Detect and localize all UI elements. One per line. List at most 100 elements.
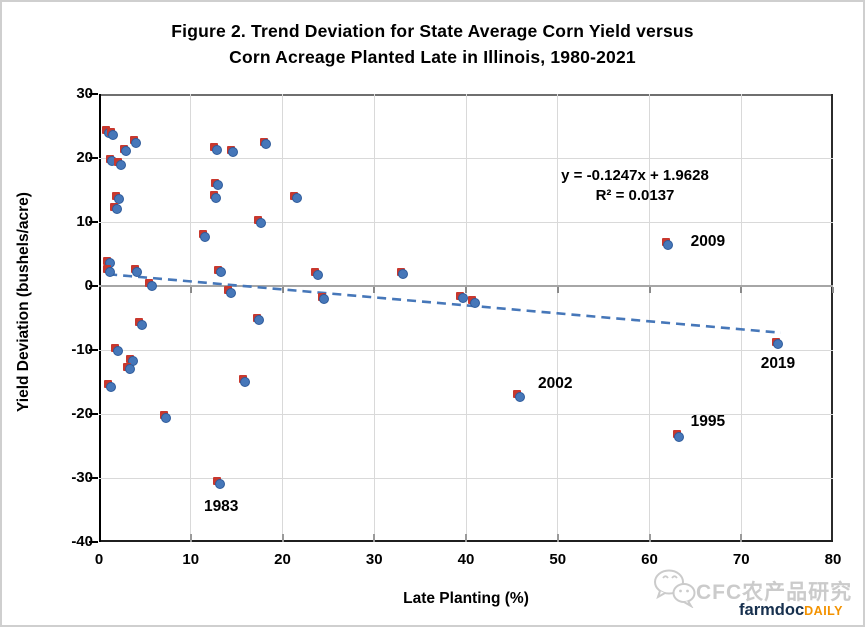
gridline-vertical bbox=[740, 94, 742, 542]
farmdoc-daily-logo: farmdocDAILY bbox=[739, 601, 843, 620]
data-point bbox=[198, 230, 211, 242]
y-axis-tick bbox=[89, 93, 98, 95]
gridline-horizontal bbox=[99, 477, 833, 479]
data-point-dot bbox=[228, 147, 239, 158]
data-point-dot bbox=[132, 266, 143, 277]
y-axis-tick bbox=[89, 157, 98, 159]
data-point bbox=[254, 216, 266, 228]
trendline-equation: y = -0.1247x + 1.9628 R² = 0.0137 bbox=[485, 166, 785, 205]
wechat-watermark-icon bbox=[654, 569, 696, 608]
x-axis-tick bbox=[556, 287, 559, 293]
data-point bbox=[238, 375, 251, 387]
data-point bbox=[104, 380, 116, 392]
data-point-dot bbox=[398, 269, 409, 280]
data-point-dot bbox=[131, 137, 142, 148]
data-point bbox=[456, 291, 468, 304]
plot-area: y = -0.1247x + 1.9628 R² = 0.0137 1983 20… bbox=[89, 93, 834, 543]
data-point-dot bbox=[214, 478, 225, 489]
y-tick-label: 10 bbox=[76, 213, 93, 230]
chart-title-line1: Figure 2. Trend Deviation for State Aver… bbox=[171, 21, 694, 41]
data-point-dot bbox=[124, 364, 135, 375]
data-point bbox=[513, 390, 525, 402]
data-point-dot bbox=[254, 315, 265, 326]
data-point bbox=[224, 286, 236, 298]
data-point-dot bbox=[112, 345, 123, 356]
gridline-horizontal bbox=[99, 349, 833, 351]
r-squared-text: R² = 0.0137 bbox=[595, 186, 675, 204]
gridline-vertical bbox=[190, 94, 192, 542]
y-tick-label: -30 bbox=[71, 469, 93, 486]
data-point bbox=[468, 296, 480, 308]
data-point bbox=[672, 430, 685, 442]
chart-title-line2: Corn Acreage Planted Late in Illinois, 1… bbox=[229, 47, 636, 67]
data-point bbox=[661, 238, 674, 250]
data-point bbox=[317, 292, 330, 305]
data-point bbox=[119, 144, 132, 157]
x-tick-label: 80 bbox=[824, 551, 842, 568]
farmdoc-logo-text: farmdoc bbox=[739, 601, 805, 619]
data-point bbox=[209, 191, 222, 203]
x-tick-label: 20 bbox=[274, 551, 291, 568]
data-point-dot bbox=[211, 144, 222, 155]
y-tick-label: 20 bbox=[76, 149, 93, 166]
y-tick-label: 30 bbox=[76, 85, 93, 102]
year-annotation: 2019 bbox=[760, 354, 796, 372]
x-axis-tick bbox=[740, 287, 743, 293]
data-point bbox=[311, 268, 323, 280]
gridline-vertical bbox=[373, 94, 375, 542]
gridline-horizontal bbox=[99, 157, 833, 159]
data-point-dot bbox=[674, 431, 685, 442]
data-point-dot bbox=[261, 139, 272, 150]
y-axis-tick bbox=[89, 285, 98, 287]
x-axis-tick bbox=[648, 287, 651, 293]
data-point-dot bbox=[212, 180, 223, 191]
gridline-horizontal bbox=[99, 413, 833, 415]
data-point-dot bbox=[200, 231, 210, 242]
data-point-dot bbox=[469, 297, 480, 308]
data-point bbox=[111, 344, 123, 356]
data-point bbox=[396, 267, 409, 280]
daily-logo-text: DAILY bbox=[804, 604, 843, 618]
data-point-dot bbox=[211, 192, 222, 203]
gridline-vertical bbox=[282, 94, 283, 542]
data-point bbox=[112, 192, 124, 204]
data-point-dot bbox=[115, 159, 126, 170]
data-point-dot bbox=[104, 266, 115, 277]
x-axis-bottom-tick bbox=[740, 534, 743, 542]
data-point bbox=[106, 128, 119, 140]
data-point bbox=[129, 136, 142, 148]
x-axis-bottom-tick bbox=[373, 534, 376, 542]
gridline-vertical bbox=[465, 94, 467, 542]
data-point bbox=[211, 178, 223, 191]
data-point bbox=[159, 411, 172, 423]
data-point bbox=[210, 143, 222, 155]
x-tick-label: 70 bbox=[732, 551, 750, 568]
y-axis-line bbox=[99, 94, 101, 542]
x-axis-bottom-tick bbox=[281, 534, 284, 542]
data-point-dot bbox=[108, 129, 119, 140]
y-tick-label: 0 bbox=[84, 277, 93, 294]
watermark-text: CFC农产品研究 bbox=[696, 581, 853, 604]
x-tick-label: 60 bbox=[641, 551, 658, 568]
x-axis-title: Late Planting (%) bbox=[403, 590, 529, 607]
data-point-dot bbox=[105, 381, 116, 392]
data-point-dot bbox=[113, 193, 124, 204]
y-axis-title: Yield Deviation (bushels/acre) bbox=[15, 192, 32, 412]
y-axis-tick bbox=[89, 221, 98, 223]
data-point bbox=[145, 279, 157, 291]
data-point-dot bbox=[161, 412, 172, 423]
gridline-vertical bbox=[557, 94, 559, 542]
data-point-dot bbox=[215, 267, 226, 278]
data-point-dot bbox=[457, 293, 468, 304]
x-axis-bottom-tick bbox=[556, 534, 559, 542]
year-annotation: 1995 bbox=[690, 413, 726, 431]
y-tick-label: -10 bbox=[71, 341, 93, 358]
year-annotation: 2002 bbox=[537, 375, 573, 393]
x-axis-bottom-tick bbox=[648, 534, 651, 542]
data-point-dot bbox=[773, 339, 784, 350]
data-point bbox=[290, 191, 302, 204]
data-point bbox=[123, 362, 135, 375]
y-axis-tick bbox=[89, 477, 98, 479]
data-point-dot bbox=[111, 204, 122, 215]
x-tick-label: 40 bbox=[457, 551, 475, 568]
